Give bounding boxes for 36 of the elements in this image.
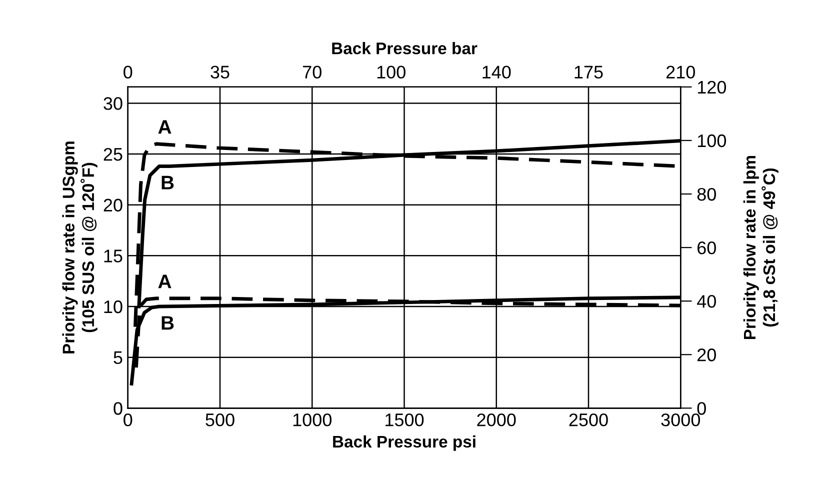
y-tick-label: 15 xyxy=(104,250,122,262)
y2-tick-label: 20 xyxy=(698,348,716,362)
x2-tick-label: 140 xyxy=(482,66,511,79)
x2-tick-label: 175 xyxy=(574,66,603,79)
x2-tick-label: 70 xyxy=(303,66,322,79)
y-tick-label: 20 xyxy=(104,198,122,212)
y2-tick-label: 120 xyxy=(698,80,726,94)
x2-tick-label: 210 xyxy=(666,66,695,79)
x-tick-label: 500 xyxy=(206,413,234,426)
x-tick-label: 0 xyxy=(124,413,132,426)
x2-axis-title: Back Pressure bar xyxy=(332,42,478,54)
x-tick-label: 3000 xyxy=(661,413,700,426)
series-label: B xyxy=(162,176,174,190)
y-tick-label: 25 xyxy=(104,148,122,161)
x2-tick-label: 35 xyxy=(210,66,230,79)
x2-tick-label: 0 xyxy=(124,66,132,79)
y-tick-label: 10 xyxy=(104,300,122,314)
series-label: A xyxy=(158,120,172,134)
x-tick-label: 2000 xyxy=(477,413,516,426)
x-tick-label: 1500 xyxy=(386,413,424,426)
x-axis-title: Back Pressure psi xyxy=(333,435,476,451)
y-tick-label: 0 xyxy=(114,402,122,415)
series-label: B xyxy=(162,316,174,330)
y-tick-label: 30 xyxy=(104,97,122,110)
x-tick-label: 1000 xyxy=(293,413,332,426)
series-label: A xyxy=(158,274,172,288)
y2-tick-label: 80 xyxy=(697,188,716,201)
y2-tick-label: 40 xyxy=(697,295,716,308)
x-tick-label: 2500 xyxy=(569,413,608,426)
x2-tick-label: 100 xyxy=(377,66,406,79)
y2-tick-label: 0 xyxy=(697,402,706,415)
y2-tick-label: 100 xyxy=(698,134,726,148)
y2-tick-label: 60 xyxy=(698,241,716,254)
y-tick-label: 5 xyxy=(114,351,122,364)
y2-axis-title: Priority flow rate in lpm (21,8 cSt oil @ 49˚C) xyxy=(743,156,778,340)
y-axis-title: Priority flow rate in USgpm (105 SUS oil @ 120˚F) xyxy=(62,142,98,354)
